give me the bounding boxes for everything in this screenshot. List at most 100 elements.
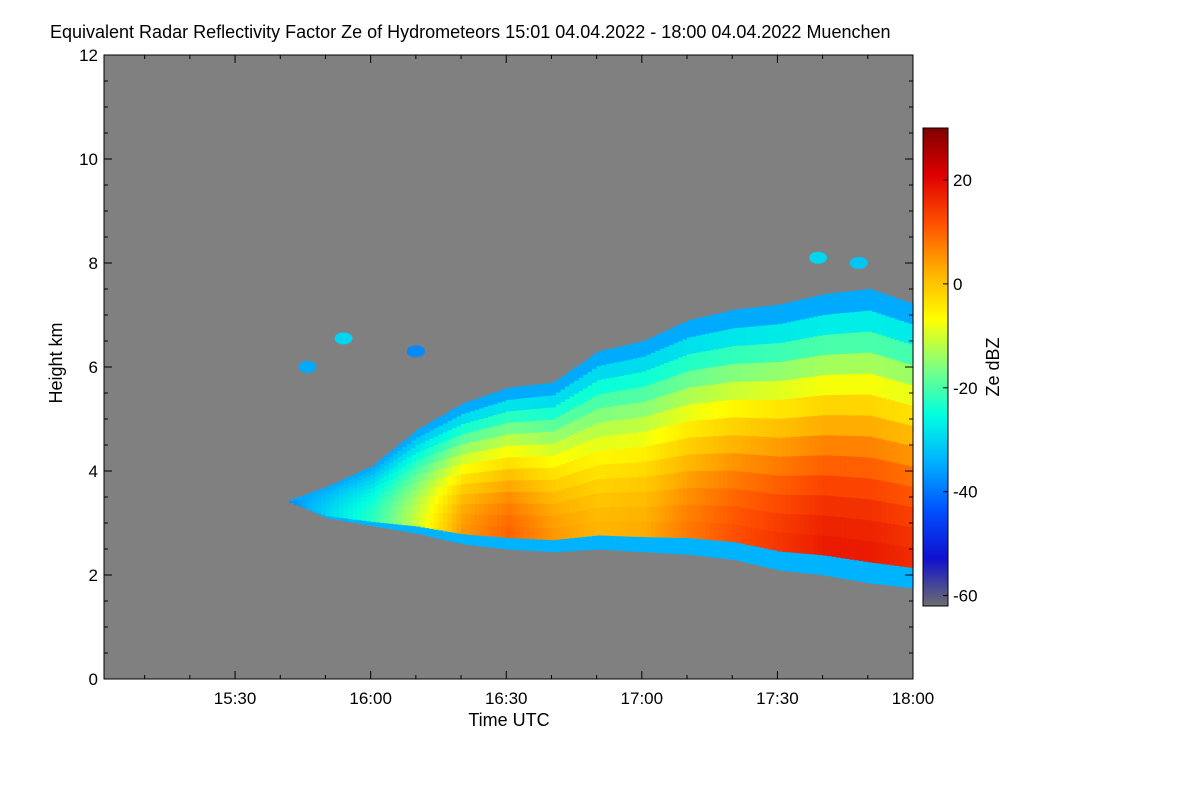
- cloud-cell: [320, 488, 326, 491]
- cloud-cell: [528, 408, 534, 422]
- cloud-cell: [745, 417, 751, 436]
- cloud-cell: [596, 422, 602, 437]
- cloud-cell: [601, 435, 607, 451]
- cloud-cell: [479, 450, 485, 462]
- colorbar-tick-label: 20: [953, 171, 972, 190]
- cloud-cell: [551, 394, 557, 408]
- cloud-cell: [786, 379, 792, 399]
- cloud-cell: [691, 420, 697, 438]
- cloud-cell: [492, 414, 498, 427]
- cloud-cell: [804, 337, 810, 358]
- cloud-cell: [908, 485, 914, 507]
- cloud-cell: [786, 302, 792, 323]
- cloud-cell: [872, 311, 878, 333]
- cloud-cell: [619, 477, 625, 493]
- cloud-cell: [809, 356, 815, 377]
- cloud-cell: [393, 506, 399, 513]
- cloud-cell: [415, 481, 421, 490]
- cloud-cell: [533, 515, 539, 528]
- cloud-cell: [320, 498, 326, 501]
- cloud-cell: [587, 508, 593, 523]
- cloud-cell: [298, 497, 304, 499]
- cloud-cell: [424, 471, 430, 481]
- cloud-cell: [424, 448, 430, 457]
- cloud-cell: [682, 438, 688, 456]
- cloud-cell: [420, 457, 426, 466]
- cloud-cell: [452, 503, 458, 514]
- cloud-cell: [424, 527, 430, 536]
- cloud-cell: [384, 491, 390, 498]
- cloud-cell: [678, 520, 684, 538]
- cloud-cell: [628, 462, 634, 478]
- cloud-cell: [890, 399, 896, 422]
- cloud-cell: [366, 512, 372, 518]
- cloud-cell: [623, 447, 629, 464]
- cloud-cell: [754, 491, 760, 511]
- cloud-cell: [556, 490, 562, 503]
- cloud-cell: [673, 423, 679, 441]
- cloud-cell: [302, 496, 308, 499]
- cloud-cell: [592, 535, 598, 550]
- cloud-cell: [533, 396, 539, 409]
- cloud-cell: [583, 536, 589, 551]
- cloud-cell: [546, 455, 552, 468]
- cloud-cell: [556, 416, 562, 430]
- cloud-cell: [727, 541, 733, 560]
- cloud-cell: [831, 475, 837, 497]
- cloud-cell: [781, 513, 787, 533]
- cloud-cell: [800, 357, 806, 378]
- cloud-cell: [664, 378, 670, 395]
- cloud-cell: [357, 494, 363, 499]
- cloud-cell: [320, 492, 326, 495]
- cloud-cell: [506, 479, 512, 492]
- cloud-cell: [339, 486, 345, 490]
- cloud-cell: [311, 498, 317, 501]
- cloud-cell: [302, 507, 308, 509]
- cloud-cell: [727, 381, 733, 400]
- cloud-cell: [795, 300, 801, 321]
- cloud-cell: [533, 479, 539, 492]
- cloud-cell: [804, 376, 810, 397]
- cloud-cell: [614, 463, 620, 479]
- cloud-cell: [732, 541, 738, 560]
- cloud-cell: [352, 474, 358, 479]
- cloud-cell: [791, 359, 797, 380]
- cloud-cell: [379, 487, 385, 494]
- cloud-cell: [524, 409, 530, 422]
- cloud-cell: [696, 453, 702, 472]
- cloud-cell: [723, 470, 729, 489]
- cloud-cell: [438, 442, 444, 452]
- cloud-cell: [298, 502, 304, 504]
- cloud-cell: [587, 357, 593, 372]
- cloud-cell: [745, 326, 751, 346]
- cloud-cell: [492, 536, 498, 549]
- cloud-cell: [791, 436, 797, 457]
- cloud-cell: [809, 317, 815, 338]
- cloud-cell: [402, 492, 408, 500]
- cloud-cell: [551, 527, 557, 541]
- cloud-cell: [298, 496, 304, 498]
- cloud-cell: [388, 456, 394, 463]
- cloud-cell: [696, 368, 702, 387]
- cloud-cell: [601, 464, 607, 479]
- cloud-cell: [655, 521, 661, 538]
- cloud-cell: [406, 484, 412, 492]
- cloud-cell: [506, 491, 512, 504]
- cloud-cell: [650, 490, 656, 507]
- cloud-cell: [574, 419, 580, 434]
- cloud-cell: [560, 413, 566, 427]
- cloud-cell: [384, 465, 390, 472]
- cloud-cell: [510, 479, 516, 492]
- cloud-cell: [668, 344, 674, 362]
- y-axis-label: Height km: [46, 322, 66, 403]
- cloud-cell: [524, 444, 530, 457]
- cloud-cell: [357, 501, 363, 506]
- cloud-cell: [406, 450, 412, 458]
- cloud-cell: [637, 476, 643, 493]
- cloud-cell: [791, 475, 797, 495]
- cloud-cell: [655, 505, 661, 522]
- cloud-cell: [565, 487, 571, 501]
- cloud-cell: [822, 434, 828, 456]
- cloud-cell: [307, 505, 313, 507]
- cloud-cell: [397, 468, 403, 476]
